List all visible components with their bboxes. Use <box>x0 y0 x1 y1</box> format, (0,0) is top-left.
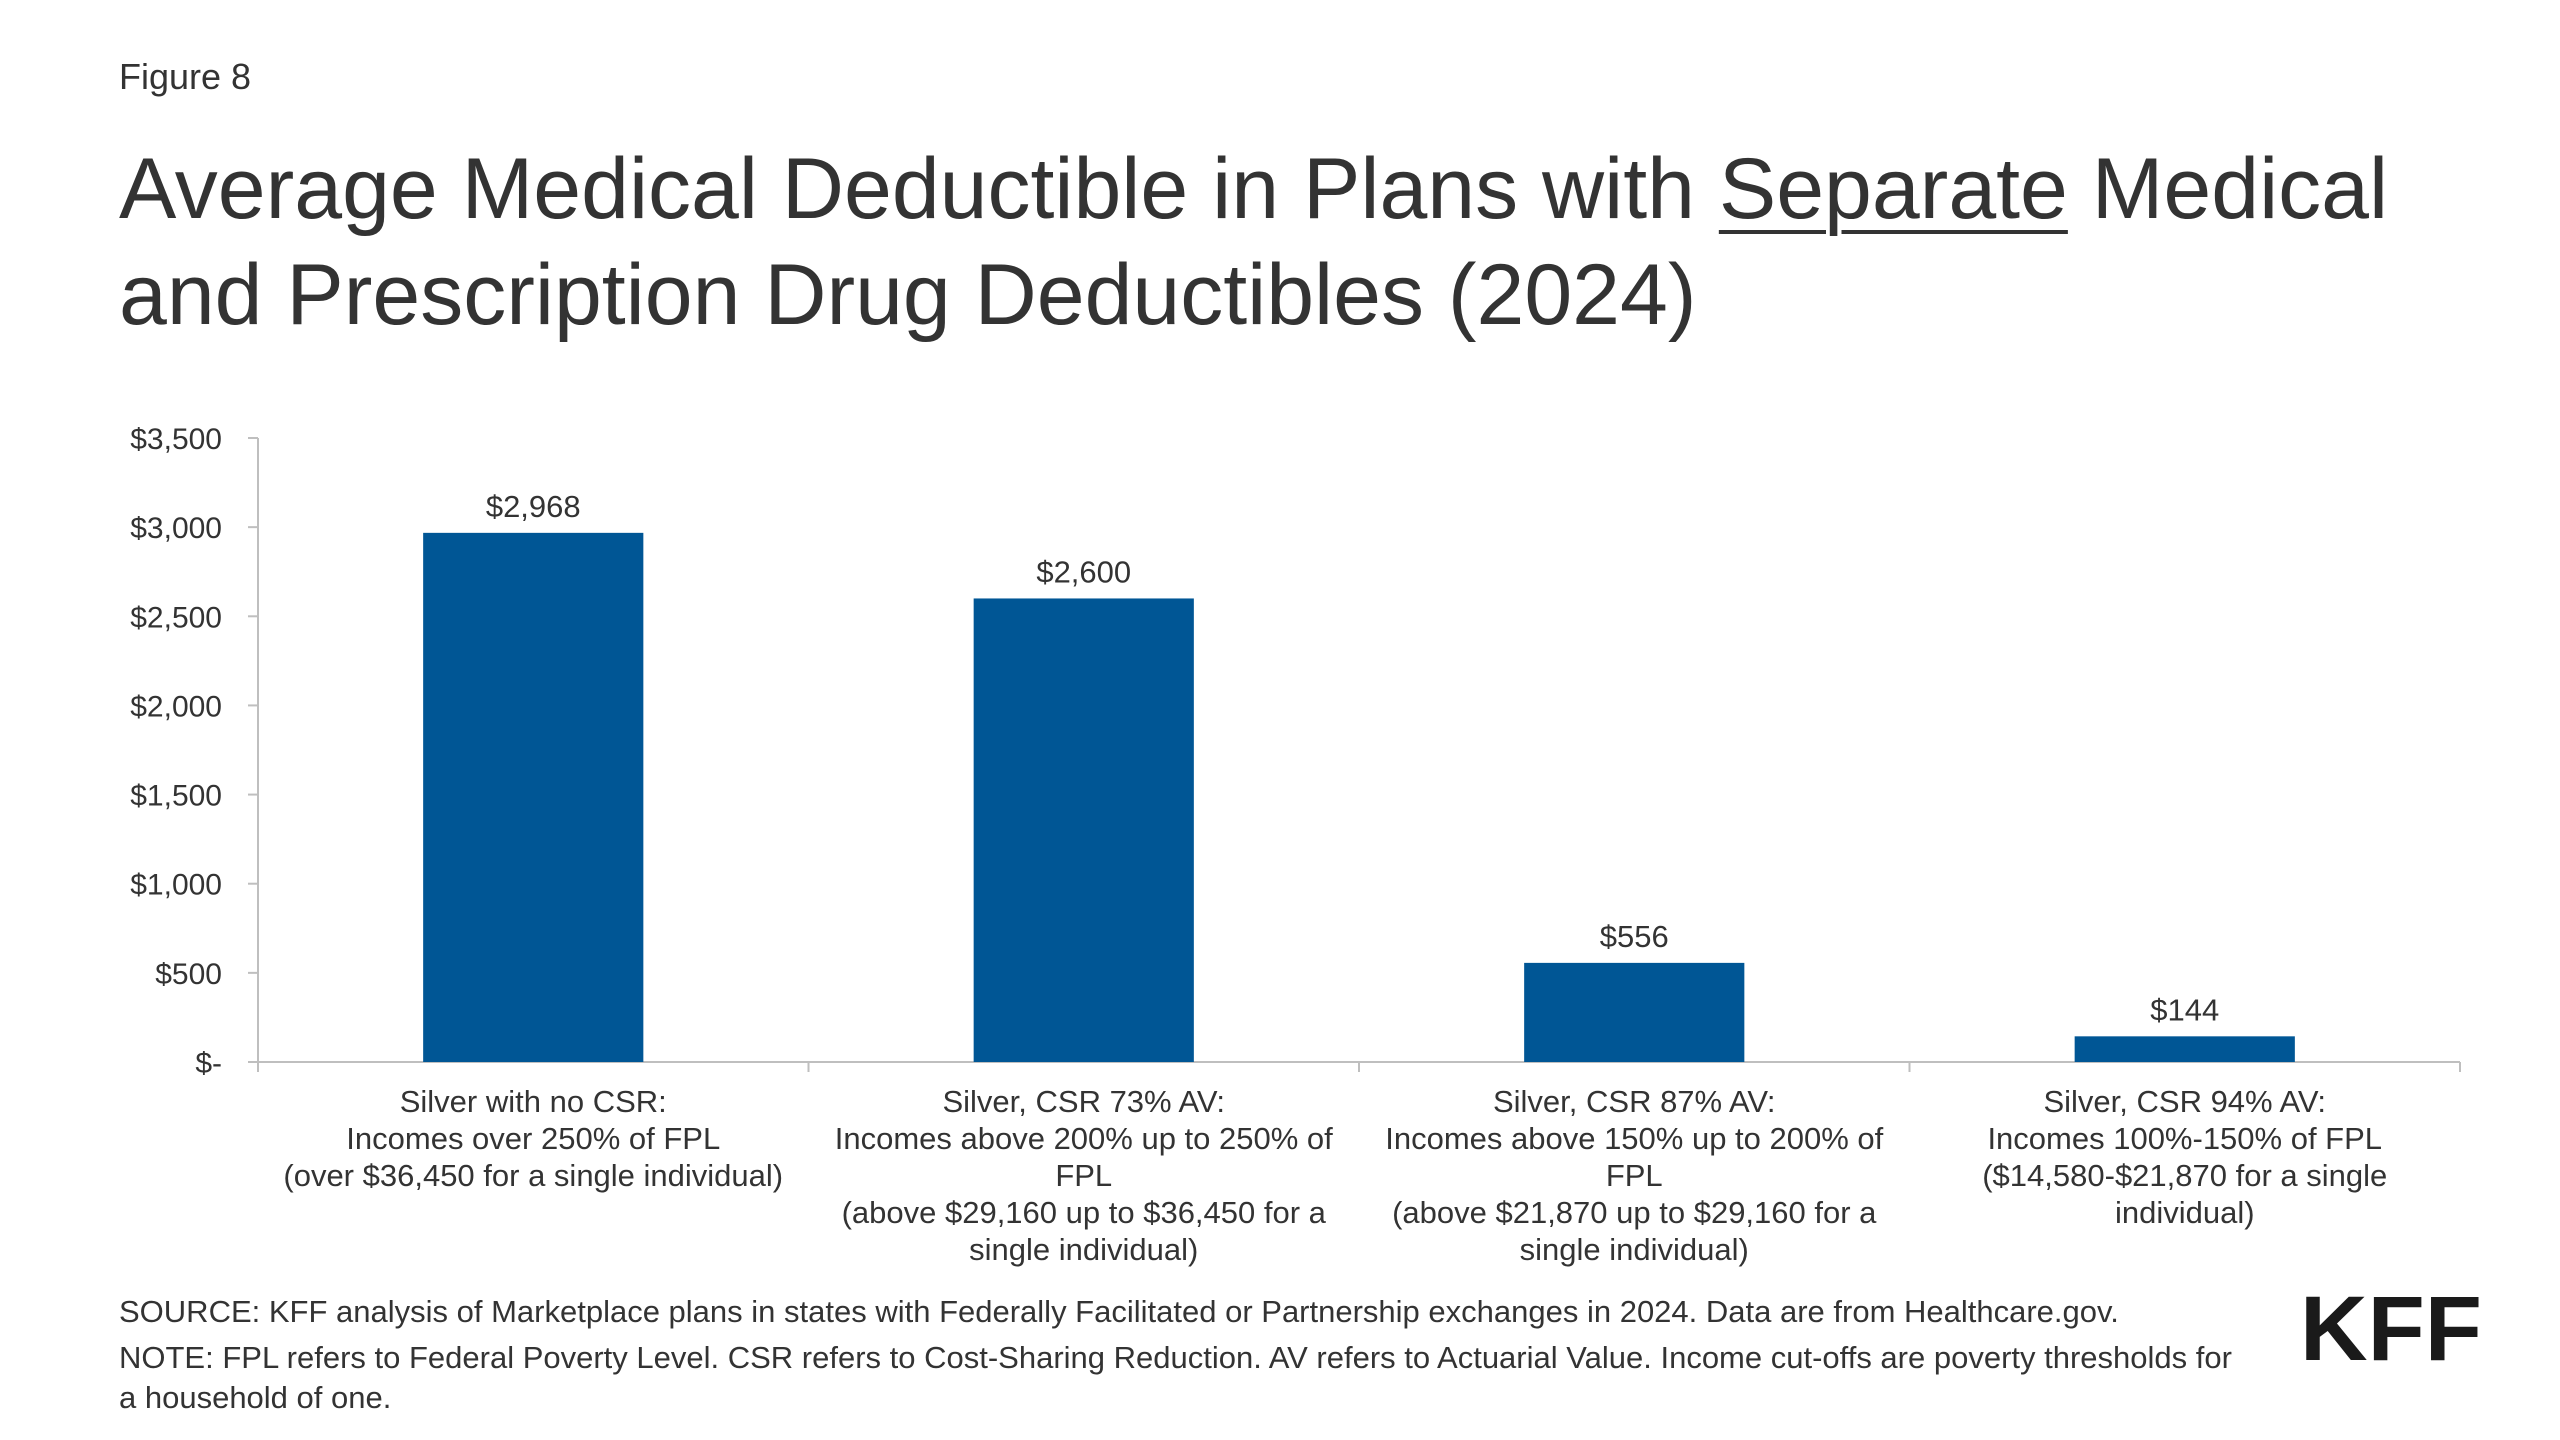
y-tick-label: $- <box>195 1047 222 1080</box>
bar <box>1524 962 1745 1062</box>
category-label-line: (over $36,450 for a single individual) <box>283 1158 783 1193</box>
chart-title: Average Medical Deductible in Plans with… <box>119 136 2499 348</box>
category-label-line: (above $29,160 up to $36,450 for a <box>842 1195 1327 1230</box>
category-labels: Silver with no CSR: Incomes over 250% of … <box>283 1084 2387 1267</box>
y-tick-label: $2,000 <box>130 690 222 723</box>
category-label-line: FPL <box>1055 1158 1112 1193</box>
y-tick-label: $1,500 <box>130 780 222 813</box>
y-tick-label: $1,000 <box>130 869 222 902</box>
data-label: $2,600 <box>1036 554 1131 589</box>
bar <box>423 532 644 1062</box>
category-label-line: (above $21,870 up to $29,160 for a <box>1392 1195 1877 1230</box>
category-label: Silver, CSR 94% AV: Incomes 100%-150% of … <box>1982 1084 2387 1230</box>
y-tick-label: $3,500 <box>130 423 222 456</box>
category-label-line: Incomes over 250% of FPL <box>346 1121 720 1156</box>
y-axis: $- $500 $1,000 $1,500 $2,000 $2,500 $3,000 $3,5… <box>130 423 259 1080</box>
bars <box>423 532 2295 1062</box>
kff-logo: KFF <box>2300 1285 2482 1370</box>
bar <box>2074 1036 2295 1062</box>
source-note: SOURCE: KFF analysis of Marketplace plan… <box>119 1294 2119 1329</box>
title-underlined-word: Separate <box>1718 141 2068 237</box>
category-label-line: individual) <box>2115 1195 2255 1230</box>
y-tick-label: $500 <box>155 958 222 991</box>
footer-notes: SOURCE: KFF analysis of Marketplace plan… <box>119 1292 2249 1424</box>
category-label: Silver with no CSR: Incomes over 250% of … <box>283 1084 783 1193</box>
category-label-line: single individual) <box>969 1232 1198 1267</box>
category-label-line: Incomes above 200% up to 250% of <box>835 1121 1333 1156</box>
figure-label: Figure 8 <box>119 56 252 97</box>
category-label: Silver, CSR 73% AV: Incomes above 200% up… <box>835 1084 1333 1267</box>
title-part-1: Average Medical Deductible in Plans with <box>119 141 1719 237</box>
bar-chart: $- $500 $1,000 $1,500 $2,000 $2,500 $3,000 $3,5… <box>130 423 2461 1267</box>
category-label-line: Silver with no CSR: <box>400 1084 667 1119</box>
category-label-line: Incomes 100%-150% of FPL <box>1987 1121 2382 1156</box>
note-text: NOTE: FPL refers to Federal Poverty Leve… <box>119 1340 2232 1415</box>
data-labels: $2,968 $2,600 $556 $144 <box>486 489 2219 1027</box>
kff-logo-text: KFF <box>2300 1285 2482 1370</box>
data-label: $556 <box>1600 919 1669 954</box>
data-label: $2,968 <box>486 489 581 524</box>
data-label: $144 <box>2150 992 2219 1027</box>
category-label-line: Incomes above 150% up to 200% of <box>1385 1121 1883 1156</box>
category-label: Silver, CSR 87% AV: Incomes above 150% up… <box>1385 1084 1883 1267</box>
category-label-line: Silver, CSR 73% AV: <box>942 1084 1225 1119</box>
category-label-line: FPL <box>1606 1158 1663 1193</box>
x-axis <box>257 1061 2461 1072</box>
category-label-line: Silver, CSR 94% AV: <box>2043 1084 2326 1119</box>
category-label-line: Silver, CSR 87% AV: <box>1493 1084 1776 1119</box>
category-label-line: ($14,580-$21,870 for a single <box>1982 1158 2387 1193</box>
title-part-2: Medical and Prescription Drug Deductible… <box>119 141 2389 343</box>
category-label-line: single individual) <box>1520 1232 1749 1267</box>
y-tick-label: $3,000 <box>130 512 222 545</box>
y-tick-label: $2,500 <box>130 601 222 634</box>
bar <box>973 598 1194 1062</box>
